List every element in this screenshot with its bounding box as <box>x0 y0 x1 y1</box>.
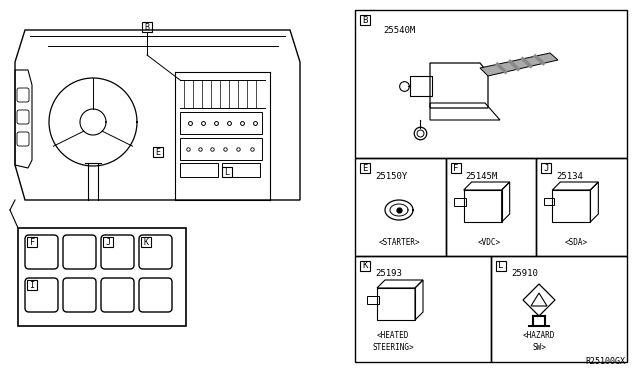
Text: <SDA>: <SDA> <box>564 237 588 247</box>
Text: L: L <box>225 167 230 176</box>
Bar <box>451 163 461 173</box>
Text: R25100GX: R25100GX <box>585 357 625 366</box>
Bar <box>355 10 627 158</box>
Bar <box>463 190 502 222</box>
Bar <box>355 158 445 256</box>
Text: 25910: 25910 <box>511 269 538 279</box>
Bar <box>355 256 491 362</box>
Text: K: K <box>143 237 148 247</box>
Text: 25193: 25193 <box>375 269 402 279</box>
Text: 25134: 25134 <box>556 171 583 180</box>
Bar <box>141 237 151 247</box>
Text: I: I <box>29 280 35 289</box>
Text: B: B <box>145 22 150 32</box>
Bar <box>18 228 186 326</box>
Bar <box>222 167 232 177</box>
Text: STEERING>: STEERING> <box>372 343 414 352</box>
Bar <box>103 237 113 247</box>
Text: F: F <box>29 237 35 247</box>
Bar <box>541 163 551 173</box>
Bar <box>180 138 262 160</box>
Bar <box>491 256 627 362</box>
Bar <box>496 261 506 271</box>
Bar <box>377 288 415 320</box>
Text: F: F <box>453 164 458 173</box>
Text: B: B <box>362 16 368 25</box>
Text: SW>: SW> <box>532 343 546 352</box>
Bar <box>536 158 627 256</box>
Bar <box>360 15 370 25</box>
Bar <box>545 198 554 205</box>
Bar <box>27 280 37 290</box>
Text: <HAZARD: <HAZARD <box>523 331 555 340</box>
Bar <box>180 112 262 134</box>
Bar <box>454 198 466 206</box>
Text: <HEATED: <HEATED <box>377 331 409 340</box>
Bar <box>142 22 152 32</box>
Polygon shape <box>480 53 558 76</box>
Bar <box>367 296 379 304</box>
Text: K: K <box>362 262 368 270</box>
Bar <box>180 163 218 177</box>
Text: 25150Y: 25150Y <box>375 171 407 180</box>
Bar <box>360 261 370 271</box>
Text: 25540M: 25540M <box>383 26 415 35</box>
Bar <box>552 190 590 222</box>
Text: <VDC>: <VDC> <box>478 237 501 247</box>
Bar <box>445 158 536 256</box>
Text: <STARTER>: <STARTER> <box>378 237 420 247</box>
Bar <box>360 163 370 173</box>
Text: E: E <box>156 148 161 157</box>
Bar <box>153 147 163 157</box>
Bar <box>27 237 37 247</box>
Text: J: J <box>106 237 111 247</box>
Bar <box>222 163 260 177</box>
Text: E: E <box>362 164 368 173</box>
Text: J: J <box>543 164 549 173</box>
Bar <box>410 76 432 96</box>
Text: L: L <box>499 262 504 270</box>
Text: 25145M: 25145M <box>466 171 498 180</box>
